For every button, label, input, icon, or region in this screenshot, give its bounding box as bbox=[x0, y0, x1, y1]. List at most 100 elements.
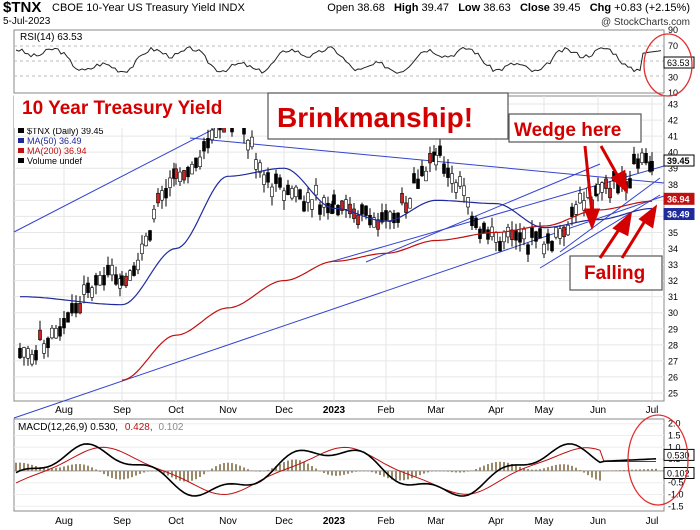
rsi-tick-label: 90 bbox=[668, 25, 678, 35]
candle-body bbox=[174, 168, 178, 179]
candle-body bbox=[62, 318, 66, 329]
macd-histogram-bar bbox=[199, 470, 201, 477]
macd-histogram-bar bbox=[327, 470, 329, 475]
candle-body bbox=[510, 229, 514, 240]
x-axis-label: Apr bbox=[488, 405, 504, 416]
macd-histogram-bar bbox=[379, 470, 381, 476]
macd-histogram-bar bbox=[23, 462, 25, 471]
svg-text:MACD(12,26,9) 0.530, 0.4: MACD(12,26,9) 0.530, 0.428, 0.102 bbox=[18, 422, 184, 433]
rsi-tick-label: 30 bbox=[668, 72, 678, 82]
macd-histogram-bar bbox=[619, 470, 621, 471]
price-tick-label: 25 bbox=[668, 388, 678, 398]
price-tick-label: 39 bbox=[668, 164, 678, 174]
candle-body bbox=[326, 202, 330, 214]
candle-body bbox=[286, 184, 290, 196]
candle-body bbox=[34, 350, 38, 361]
macd-histogram-bar bbox=[119, 470, 121, 480]
x-axis-label: Mar bbox=[427, 405, 445, 416]
trend-line bbox=[189, 137, 665, 184]
x-axis-label: Sep bbox=[113, 405, 131, 416]
chart-header: $TNX CBOE 10-Year US Treasury Yield INDX… bbox=[2, 0, 698, 30]
macd-histogram-bar bbox=[471, 470, 473, 471]
macd-value-label: 0.102 bbox=[667, 468, 690, 478]
macd-histogram-bar bbox=[267, 469, 269, 471]
x-axis-label: Aug bbox=[55, 516, 73, 527]
candle-body bbox=[190, 164, 194, 175]
macd-histogram-bar bbox=[475, 469, 477, 471]
candle-body bbox=[522, 228, 526, 240]
macd-value-label: 0.530 bbox=[667, 450, 690, 460]
candle-body bbox=[266, 172, 270, 183]
macd-tick-label: -1.5 bbox=[668, 501, 684, 511]
candle-body bbox=[650, 161, 654, 172]
candle-body bbox=[278, 177, 282, 188]
candle-body bbox=[282, 190, 286, 201]
macd-histogram-bar bbox=[175, 470, 177, 480]
macd-histogram-bar bbox=[651, 468, 653, 471]
macd-histogram-bar bbox=[383, 470, 385, 477]
candle-body bbox=[498, 241, 502, 252]
macd-histogram-bar bbox=[87, 465, 89, 471]
open-value: 38.68 bbox=[357, 2, 385, 14]
macd-histogram-bar bbox=[207, 470, 209, 472]
price-tick-label: 41 bbox=[668, 132, 678, 142]
macd-histogram-bar bbox=[415, 470, 417, 477]
candle-body bbox=[54, 328, 58, 339]
candle-body bbox=[368, 214, 372, 226]
candle-body bbox=[22, 347, 26, 358]
candle-body bbox=[446, 167, 450, 178]
macd-histogram-bar bbox=[351, 470, 353, 473]
macd-histogram-bar bbox=[323, 470, 325, 474]
candle-body bbox=[302, 201, 306, 212]
macd-histogram-bar bbox=[431, 470, 433, 472]
macd-histogram-bar bbox=[155, 470, 157, 472]
macd-histogram-bar bbox=[535, 469, 537, 471]
macd-hist-label: 0.102 bbox=[158, 422, 183, 433]
candle-body bbox=[502, 231, 506, 243]
macd-line bbox=[15, 443, 657, 497]
macd-histogram-bar bbox=[51, 468, 53, 471]
candle-body bbox=[210, 129, 214, 141]
macd-histogram-bar bbox=[435, 470, 437, 472]
macd-histogram-bar bbox=[515, 465, 517, 471]
annotation-headline: Brinkmanship! bbox=[277, 102, 473, 133]
macd-histogram-bar bbox=[63, 466, 65, 471]
candle-body bbox=[106, 264, 110, 276]
macd-histogram-bar bbox=[223, 463, 225, 471]
macd-histogram-bar bbox=[395, 470, 397, 481]
macd-histogram-bar bbox=[259, 470, 261, 472]
x-axis-label: Feb bbox=[377, 405, 395, 416]
change-value: +0.83 (+2.15%) bbox=[614, 2, 690, 14]
candle-body bbox=[140, 243, 144, 254]
candle-body bbox=[632, 153, 636, 165]
candle-body bbox=[340, 200, 344, 211]
x-axis-label: May bbox=[535, 405, 554, 416]
candle-body bbox=[258, 162, 262, 173]
candle-body bbox=[360, 204, 364, 215]
candle-body bbox=[428, 153, 432, 164]
candle-body bbox=[26, 348, 30, 359]
macd-histogram-bar bbox=[195, 470, 197, 480]
candle-body bbox=[628, 178, 632, 189]
macd-histogram-bar bbox=[83, 464, 85, 471]
candle-body bbox=[182, 170, 186, 181]
candle-body bbox=[482, 222, 486, 234]
macd-histogram-bar bbox=[523, 468, 525, 471]
last-value-tag bbox=[663, 192, 695, 205]
macd-histogram-bar bbox=[575, 467, 577, 471]
macd-histogram-bar bbox=[103, 470, 105, 475]
rsi-value-tag: 63.53 bbox=[667, 58, 690, 68]
candle-body bbox=[78, 302, 82, 314]
macd-histogram-bar bbox=[139, 470, 141, 474]
price-tick-label: 35 bbox=[668, 228, 678, 238]
macd-histogram-bar bbox=[615, 470, 617, 471]
x-axis-label: Jun bbox=[590, 405, 606, 416]
candle-body bbox=[352, 208, 356, 219]
macd-tick-label: 1.5 bbox=[668, 431, 681, 441]
macd-tick-label: 1.0 bbox=[668, 442, 681, 452]
ticker-description: CBOE 10-Year US Treasury Yield INDX bbox=[52, 2, 245, 14]
candle-body bbox=[254, 159, 258, 170]
macd-panel: 2.01.51.00.50.0-0.5-1.0-1.5 MACD(12,26,9… bbox=[13, 414, 695, 527]
last-value-label: 36.94 bbox=[667, 194, 690, 204]
candle-body bbox=[120, 275, 124, 286]
